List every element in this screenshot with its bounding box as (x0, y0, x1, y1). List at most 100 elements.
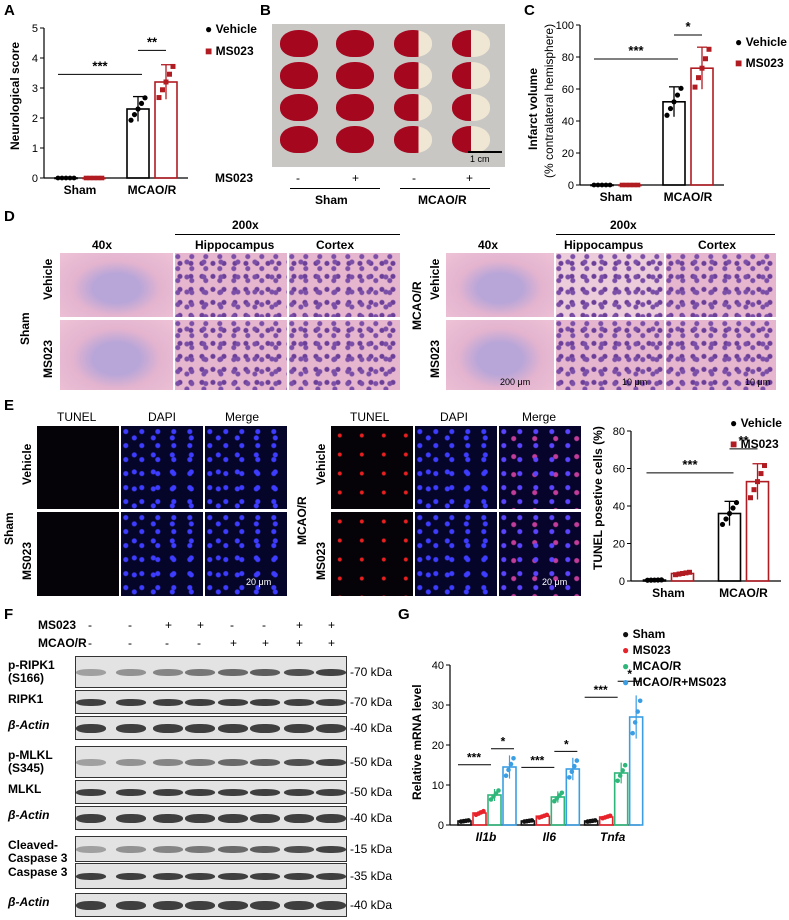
data-point (511, 756, 516, 761)
merge-mcao-vehicle (499, 426, 581, 509)
data-point (508, 761, 514, 767)
data-point (592, 818, 598, 823)
blot-band (250, 900, 280, 910)
sig-label: ** (738, 433, 749, 448)
he-sham-vehicle-cortex (289, 253, 400, 317)
data-point (674, 92, 681, 98)
kda-label: -50 kDa (350, 755, 393, 769)
y-tick-label: 0 (568, 180, 574, 192)
sig-label: * (627, 667, 632, 681)
lane-sign: + (230, 636, 238, 650)
y-tick-label: 20 (613, 539, 625, 551)
brain-slice (452, 126, 490, 153)
data-point (687, 569, 692, 575)
blot-band (185, 813, 215, 823)
data-point (692, 84, 698, 90)
data-point (91, 175, 97, 181)
blot-protein-label: RIPK1 (8, 692, 44, 706)
sig-label: *** (467, 751, 481, 765)
scale-10um-cortex: 10 μm (745, 377, 771, 387)
he-mcao-vehicle-cortex (666, 253, 776, 317)
he-sham-ms023-hip (175, 320, 287, 390)
data-point (678, 85, 684, 91)
panel-e-col-merge-2: Merge (522, 410, 557, 424)
data-point (135, 106, 141, 112)
data-point (703, 56, 708, 62)
sig-label: *** (682, 457, 698, 472)
data-point (63, 175, 69, 181)
data-point (95, 175, 101, 181)
blot-band (218, 900, 248, 910)
sig-label: *** (628, 43, 644, 58)
blot-band (284, 813, 314, 823)
x-tick-label: MCAO/R (664, 190, 713, 204)
panel-d-hippocampus: Hippocampus (195, 238, 275, 252)
panel-b-group-mcao: MCAO/R (418, 193, 467, 207)
panel-e-col-tunel: TUNEL (57, 410, 97, 424)
blot-band (250, 723, 280, 733)
blot-band (316, 900, 346, 910)
data-point (627, 182, 633, 188)
blot-band (218, 813, 248, 823)
blot-protein-label: β-Actin (8, 718, 50, 732)
y-tick-label: 3 (32, 83, 38, 95)
blot-band (116, 872, 146, 880)
panel-c-ylabel1: Infarct volume (526, 67, 540, 150)
panel-f-letter: F (4, 606, 14, 623)
panel-e-col-merge: Merge (225, 410, 260, 424)
panel-e-ylabel: TUNEL posetive cells (%) (591, 426, 605, 570)
panel-d-mag-high: 200x (232, 218, 259, 232)
scale-200um: 200 μm (500, 377, 531, 387)
blot-band (153, 900, 183, 910)
lane-sign: + (328, 618, 336, 632)
blot-band (153, 758, 183, 766)
data-point (607, 182, 613, 188)
blot-band (218, 758, 248, 766)
blot-protein-sublabel: (S345) (8, 761, 45, 775)
data-point (733, 499, 740, 506)
panel-b-sign: + (466, 171, 474, 185)
panel-e-scale-2: 20 μm (542, 577, 568, 587)
data-point (71, 175, 77, 181)
data-point (156, 95, 162, 101)
he-mcao-vehicle-hip (556, 253, 664, 317)
kda-label: -15 kDa (350, 842, 393, 856)
panel-g-legend-ms023: ● MS023 (622, 643, 671, 657)
x-tick-label: Il6 (543, 830, 557, 844)
panel-a-ylabel: Neurological score (8, 41, 22, 150)
data-point (673, 572, 678, 578)
lane-sign: - (128, 618, 132, 632)
panel-e-col-tunel-2: TUNEL (350, 410, 390, 424)
brain-slice (394, 62, 432, 89)
x-tick-label: Il1b (476, 830, 497, 844)
y-tick-label: 20 (562, 148, 574, 160)
blot-band (76, 788, 106, 796)
data-point (569, 769, 575, 775)
data-point (755, 479, 760, 485)
sig-label: * (501, 735, 506, 749)
blot-band (316, 872, 346, 880)
panel-b-sign: + (352, 171, 360, 185)
blot-band (250, 698, 280, 706)
brain-slice (452, 30, 490, 57)
tunel-mcao-vehicle (331, 426, 413, 509)
brain-slice (280, 126, 318, 153)
blot-band (250, 845, 280, 853)
brain-slice (394, 30, 432, 57)
brain-slice (394, 94, 432, 121)
lane-sign: - (197, 636, 201, 650)
blot-band (153, 698, 183, 706)
blot-band (116, 758, 146, 766)
y-tick-label: 0 (619, 576, 625, 588)
data-point (623, 182, 629, 188)
kda-label: -50 kDa (350, 785, 393, 799)
data-point (544, 812, 550, 818)
panel-e-row-ms023: MS023 (20, 541, 34, 580)
brain-slice (452, 62, 490, 89)
y-tick-label: 60 (613, 464, 625, 476)
blot-band (284, 698, 314, 706)
y-tick-label: 80 (562, 52, 574, 64)
data-point (603, 182, 609, 188)
panel-e-group-sham: Sham (2, 512, 16, 545)
blot-band (76, 668, 106, 676)
